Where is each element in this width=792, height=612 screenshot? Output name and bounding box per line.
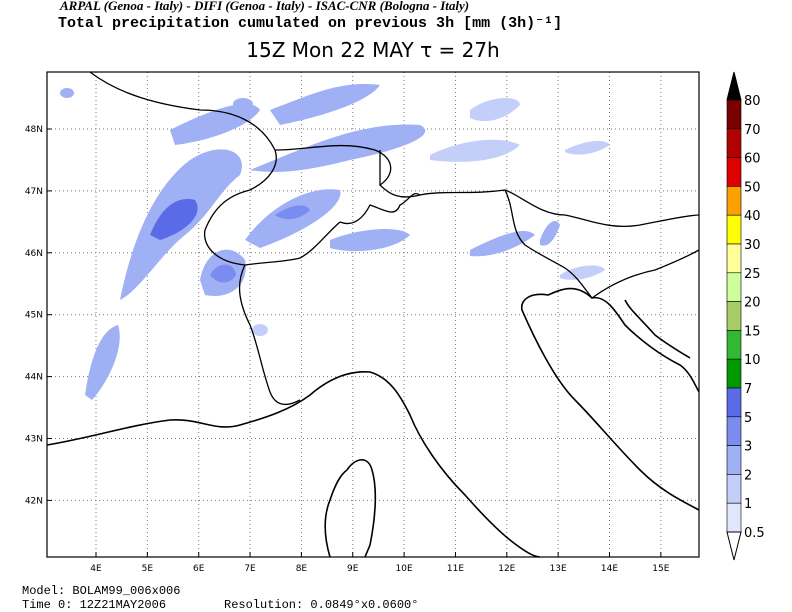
lat-tick-label: 45N [25, 311, 43, 321]
colorbar-label: 0.5 [744, 526, 765, 541]
lat-tick-label: 43N [25, 435, 43, 445]
precip-area [233, 98, 253, 110]
colorbar-label: 30 [744, 238, 761, 253]
colorbar-label: 3 [744, 440, 752, 455]
colorbar-segment [726, 272, 742, 302]
colorbar-segment [726, 416, 742, 446]
lon-tick-label: 9E [347, 564, 359, 574]
colorbar-label: 1 [744, 497, 752, 512]
lon-tick-label: 11E [447, 564, 464, 574]
border [274, 144, 700, 227]
border [504, 189, 593, 299]
colorbar-segment [726, 502, 742, 533]
border [238, 264, 301, 406]
precip-area [250, 124, 426, 172]
lon-tick-label: 14E [601, 564, 618, 574]
colorbar-label: 40 [744, 209, 761, 224]
lon-tick-label: 12E [498, 564, 515, 574]
footer-time: Time 0: 12Z21MAY2006 [22, 598, 166, 612]
precip-area [470, 98, 520, 122]
border [591, 249, 700, 299]
coastline [324, 459, 377, 558]
colorbar-label: 25 [744, 267, 761, 282]
precip-area [170, 103, 260, 145]
title: 15Z Mon 22 MAY τ = 27h [246, 38, 499, 62]
colorbar-cap [726, 71, 742, 101]
lon-tick-label: 15E [652, 564, 669, 574]
colorbar-segment [726, 214, 742, 245]
precip-area [150, 199, 198, 240]
precip-area [430, 139, 520, 162]
colorbar-segment [726, 157, 742, 187]
precip-area [85, 325, 120, 400]
map: 4E 5E 6E 7E 8E 9E 10E 11E 12E 13E 14E 15E 48N 47N 46N 4… [25, 71, 700, 574]
coastline [521, 287, 700, 511]
colorbar-label: 15 [744, 324, 761, 339]
colorbar-segment [726, 186, 742, 216]
precip-area [565, 140, 610, 155]
footer-model: Model: BOLAM99_006x006 [22, 584, 180, 598]
precip-area [540, 220, 560, 246]
borders [89, 71, 700, 406]
colorbar-label: 2 [744, 468, 752, 483]
border [339, 193, 421, 225]
footer-resolution: Resolution: 0.0849°x0.0600° [224, 598, 418, 612]
lat-tick-label: 47N [25, 187, 43, 197]
precip-area [270, 84, 380, 125]
header-line: ARPAL (Genoa - Italy) - DIFI (Genoa - It… [59, 0, 469, 13]
colorbar-segment [726, 128, 742, 158]
lat-tick-label: 42N [25, 496, 43, 506]
colorbar: 80 70 60 50 40 30 25 20 15 10 7 5 3 2 1 0.5 [726, 71, 765, 561]
lon-tick-label: 8E [296, 564, 308, 574]
colorbar-segment [726, 387, 742, 418]
colorbar-label: 60 [744, 152, 761, 167]
precipitation [60, 84, 610, 400]
colorbar-label: 20 [744, 296, 761, 311]
lon-tick-label: 4E [90, 564, 102, 574]
colorbar-segment [726, 445, 742, 475]
colorbar-segment [726, 474, 742, 504]
lon-tick-label: 6E [193, 564, 205, 574]
coastline [46, 371, 541, 558]
lon-tick-label: 10E [396, 564, 413, 574]
lon-tick-label: 13E [550, 564, 567, 574]
coastlines [46, 287, 700, 558]
lon-tick-label: 5E [142, 564, 154, 574]
precip-area [210, 264, 236, 283]
lat-tick-label: 44N [25, 373, 43, 383]
lon-tick-label: 7E [244, 564, 256, 574]
colorbar-segment [726, 99, 742, 130]
lat-tick-label: 46N [25, 249, 43, 259]
colorbar-label: 7 [744, 382, 752, 397]
colorbar-cap [726, 531, 742, 561]
precip-area [330, 228, 410, 252]
colorbar-segment [726, 358, 742, 389]
colorbar-label: 5 [744, 411, 752, 426]
border [89, 71, 341, 266]
lat-tick-label: 48N [25, 125, 43, 135]
colorbar-label: 50 [744, 180, 761, 195]
precip-area [60, 88, 74, 98]
ticks: 4E 5E 6E 7E 8E 9E 10E 11E 12E 13E 14E 15E 48N 47N 46N 4… [25, 125, 670, 574]
precip-area [275, 205, 310, 220]
header-line: Total precipitation cumulated on previou… [58, 15, 562, 32]
colorbar-segment [726, 330, 742, 360]
colorbar-segment [726, 301, 742, 331]
colorbar-label: 10 [744, 353, 761, 368]
colorbar-label: 70 [744, 123, 761, 138]
precip-area [252, 324, 268, 336]
precip-area [560, 265, 605, 280]
colorbar-segment [726, 243, 742, 274]
colorbar-label: 80 [744, 94, 761, 109]
coastline [624, 299, 691, 359]
